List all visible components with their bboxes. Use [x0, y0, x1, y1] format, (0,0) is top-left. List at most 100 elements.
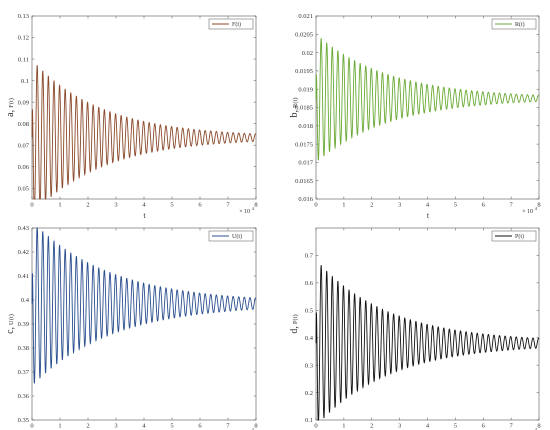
x-tick-label: 5 — [454, 202, 457, 209]
x-tick-label: 0 — [30, 202, 33, 209]
legend-box — [491, 18, 537, 30]
x-tick-label: 6 — [482, 202, 486, 209]
x-tick-label: 3 — [398, 202, 401, 209]
y-tick-label: 0.0195 — [295, 68, 313, 75]
x-axis-label: t — [143, 211, 146, 220]
x-tick-label: 6 — [482, 423, 486, 430]
plot-frame — [315, 227, 540, 421]
y-tick-label: 0.11 — [18, 56, 29, 63]
y-tick-label: 0.39 — [18, 321, 29, 328]
x-tick-label: 1 — [342, 423, 345, 430]
legend-box — [208, 18, 254, 30]
panel-letter: c, — [5, 327, 16, 334]
legend-label: F(t) — [232, 21, 241, 28]
x-tick-label: 8 — [254, 423, 257, 430]
legend-label: R(t) — [515, 21, 525, 28]
x-tick-label: 2 — [370, 202, 373, 209]
x-tick-label: 0 — [314, 202, 317, 209]
x-multiplier-exponent: 4 — [535, 206, 538, 211]
series-line-U(t) — [31, 227, 257, 384]
x-tick-label: 7 — [510, 423, 514, 430]
y-tick-label: 0.05 — [18, 185, 29, 192]
y-axis-variable: R(t) — [292, 98, 299, 108]
x-tick-label: 8 — [537, 423, 540, 430]
x-tick-label: 2 — [86, 423, 89, 430]
series-line-F(t) — [31, 65, 257, 200]
y-tick-label: 0.5 — [305, 307, 313, 314]
panel-3: 0 1 2 3 4 5 6 7 8 0.35 0.36 0.37 0.38 0.39 0.4 0.41 0.42… — [5, 225, 258, 430]
x-tick-label: 5 — [170, 423, 173, 430]
legend-label: U(t) — [232, 233, 242, 240]
x-multiplier: × 10 — [239, 209, 250, 215]
y-tick-label: 0.0165 — [295, 178, 313, 185]
y-tick-label: 0.12 — [18, 35, 29, 42]
series-line-R(t) — [315, 38, 540, 161]
y-tick-label: 0.018 — [298, 123, 313, 130]
y-tick-label: 0.3 — [305, 362, 313, 369]
y-tick-label: 0.1 — [305, 417, 313, 424]
x-tick-label: 5 — [170, 202, 173, 209]
y-tick-label: 0.41 — [18, 273, 29, 280]
y-axis-variable: P(t) — [292, 314, 299, 324]
x-tick-label: 7 — [226, 202, 230, 209]
y-tick-label: 0.08 — [18, 121, 29, 128]
x-tick-label: 3 — [114, 423, 117, 430]
legend-box — [208, 230, 254, 242]
y-axis-label: d, P(t) — [289, 314, 300, 333]
y-tick-label: 0.37 — [18, 369, 30, 376]
panel-letter: d, — [289, 326, 300, 334]
x-tick-label: 7 — [226, 423, 230, 430]
y-tick-label: 0.0205 — [295, 32, 313, 39]
y-axis-label: c, U(t) — [5, 314, 16, 334]
x-multiplier-exponent: 4 — [252, 206, 255, 211]
y-tick-label: 0.016 — [298, 196, 313, 203]
x-tick-label: 4 — [426, 423, 430, 430]
x-tick-label: 6 — [198, 202, 202, 209]
y-axis-variable: U(t) — [8, 314, 15, 325]
y-tick-label: 0.1 — [21, 78, 29, 85]
x-tick-label: 4 — [426, 202, 430, 209]
y-tick-label: 0.35 — [18, 417, 29, 424]
y-tick-label: 0.43 — [18, 225, 29, 232]
y-tick-label: 0.36 — [18, 393, 30, 400]
panel-letter: b, — [289, 110, 300, 118]
x-tick-label: 7 — [510, 202, 514, 209]
x-multiplier-exponent: 4 — [252, 427, 255, 430]
y-tick-label: 0.2 — [305, 390, 313, 397]
panel-1: 0 1 2 3 4 5 6 7 8 0.05 0.06 0.07 0.08 0.09 0.1 0.11 0.12… — [5, 13, 258, 220]
y-tick-label: 0.42 — [18, 249, 29, 256]
y-tick-label: 0.019 — [298, 86, 313, 93]
y-tick-label: 0.021 — [298, 13, 313, 20]
y-axis-variable: F(t) — [8, 98, 15, 108]
x-tick-label: 3 — [114, 202, 117, 209]
y-tick-label: 0.07 — [18, 142, 30, 149]
panel-letter: a, — [5, 110, 16, 117]
y-tick-label: 0.06 — [18, 164, 30, 171]
y-tick-label: 0.0185 — [295, 105, 313, 112]
x-tick-label: 0 — [314, 423, 317, 430]
x-tick-label: 2 — [86, 202, 89, 209]
x-tick-label: 8 — [254, 202, 257, 209]
x-tick-label: 3 — [398, 423, 401, 430]
y-tick-label: 0.7 — [305, 253, 314, 260]
plot-frame — [315, 15, 540, 200]
x-tick-label: 1 — [58, 423, 61, 430]
x-multiplier-base: × 10 — [522, 209, 533, 215]
y-tick-label: 0.0175 — [295, 141, 313, 148]
y-axis-label: a, F(t) — [5, 98, 16, 117]
x-axis-label: t — [427, 211, 430, 220]
x-tick-label: 4 — [142, 423, 146, 430]
legend-box — [491, 230, 537, 242]
legend-label: P(t) — [515, 233, 524, 240]
x-tick-label: 6 — [198, 423, 202, 430]
x-multiplier: × 10 — [522, 209, 533, 215]
y-tick-label: 0.13 — [18, 13, 29, 20]
x-tick-label: 1 — [342, 202, 345, 209]
y-tick-label: 0.4 — [305, 335, 314, 342]
y-axis-label: b, R(t) — [289, 98, 300, 118]
x-tick-label: 2 — [370, 423, 373, 430]
y-tick-label: 0.38 — [18, 345, 29, 352]
x-tick-label: 0 — [30, 423, 33, 430]
y-tick-label: 0.4 — [21, 297, 30, 304]
